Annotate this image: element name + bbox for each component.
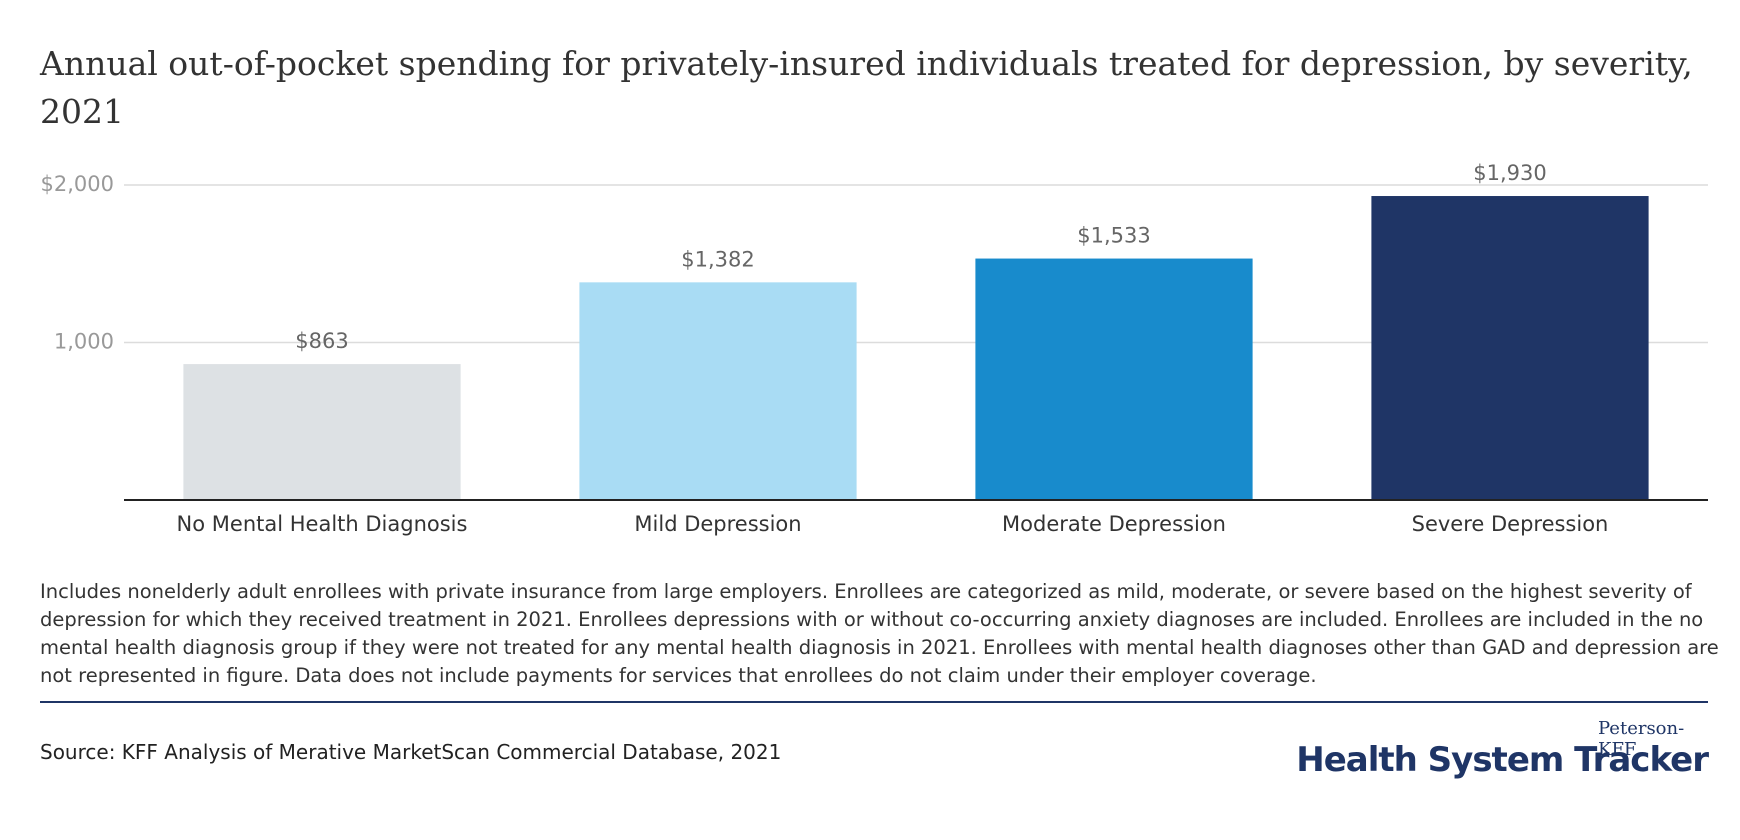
y-tick-label: $2,000 (41, 172, 114, 196)
bar (975, 258, 1253, 500)
value-label: $1,382 (681, 247, 754, 271)
chart-title: Annual out-of-pocket spending for privat… (40, 44, 1693, 131)
bar (1371, 196, 1649, 500)
x-tick-label: Mild Depression (634, 512, 801, 536)
bar (183, 364, 461, 500)
logo-main: Health System Tracker (1296, 740, 1709, 780)
logo-top: Peterson-KFF (1598, 718, 1685, 760)
bar (579, 282, 857, 500)
notes: Includes nonelderly adult enrollees with… (40, 580, 1719, 687)
value-label: $1,533 (1077, 224, 1150, 248)
value-label: $863 (295, 329, 348, 353)
chart: 1,000 $2,000 $863 No Mental Health Diagnosi… (41, 161, 1708, 536)
x-tick-label: Severe Depression (1412, 512, 1609, 536)
y-tick-label: 1,000 (54, 330, 114, 354)
x-tick-label: No Mental Health Diagnosis (177, 512, 468, 536)
x-tick-label: Moderate Depression (1002, 512, 1226, 536)
source: Source: KFF Analysis of Merative MarketS… (40, 740, 782, 764)
divider (40, 701, 1708, 703)
value-label: $1,930 (1473, 161, 1546, 185)
